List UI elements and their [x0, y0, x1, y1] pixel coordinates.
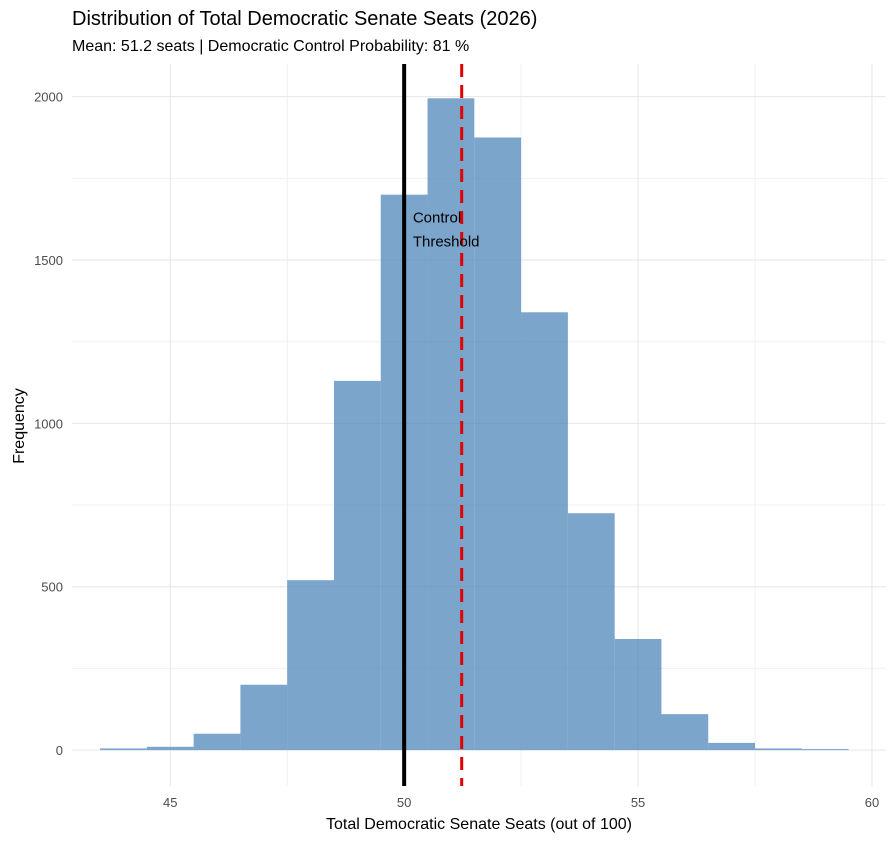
reference-lines — [402, 64, 464, 786]
y-axis-title: Frequency — [11, 388, 28, 464]
x-tick-label: 50 — [397, 795, 411, 810]
x-tick-labels: 45 50 55 60 — [163, 795, 879, 810]
histogram-bar — [146, 746, 194, 751]
y-tick-label: 1500 — [34, 253, 63, 268]
histogram-bar — [521, 312, 568, 751]
annotations: Control Threshold — [413, 209, 480, 250]
y-tick-label: 500 — [41, 580, 63, 595]
annotation-label: Threshold — [413, 233, 480, 250]
histogram-bar — [287, 580, 334, 751]
y-tick-labels: 0 500 1000 1500 2000 — [34, 90, 63, 758]
x-axis-title: Total Democratic Senate Seats (out of 10… — [326, 816, 632, 833]
histogram-bar — [333, 380, 381, 751]
histogram-bar — [193, 733, 241, 751]
histogram-bar — [427, 98, 475, 751]
chart-subtitle: Mean: 51.2 seats | Democratic Control Pr… — [72, 38, 470, 55]
y-tick-label: 1000 — [34, 416, 63, 431]
x-tick-label: 45 — [163, 795, 177, 810]
histogram-bar — [567, 513, 615, 751]
x-tick-label: 55 — [631, 795, 645, 810]
histogram-bar — [661, 714, 709, 751]
x-tick-label: 60 — [865, 795, 879, 810]
histogram-bar — [100, 748, 147, 751]
histogram-bar — [755, 748, 802, 751]
histogram-bar — [708, 742, 756, 751]
histogram-bars — [100, 98, 849, 751]
histogram-bar — [474, 137, 522, 751]
chart-title: Distribution of Total Democratic Senate … — [72, 8, 538, 30]
y-tick-label: 2000 — [34, 90, 63, 105]
histogram-bar — [614, 638, 662, 751]
histogram-bar — [240, 684, 288, 751]
y-tick-label: 0 — [56, 743, 63, 758]
annotation-label: Control — [413, 209, 461, 226]
histogram-bar — [801, 749, 849, 751]
